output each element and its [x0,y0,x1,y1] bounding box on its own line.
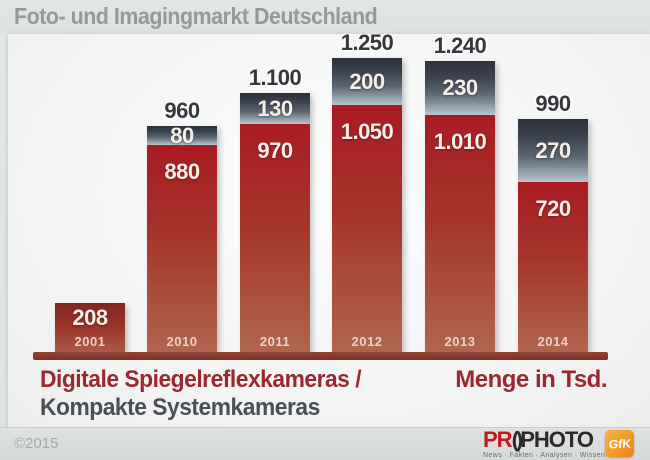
footnote-line1: Digitale Spiegelreflexkameras / [40,366,362,393]
page-title: Foto- und Imagingmarkt Deutschland [14,3,378,29]
gfk-logo: GfK [605,430,634,457]
copyright-text: ©2015 [14,435,59,452]
prophoto-logo: PR()PHOTO News · Fakten · Analysen · Wis… [483,429,606,460]
title-bar: Foto- und Imagingmarkt Deutschland [0,0,650,33]
prophoto-photo: PHOTO [520,427,594,452]
prophoto-pr: PR [483,427,513,452]
footer-bar: ©2015 PR()PHOTO News · Fakten · Analysen… [0,427,650,460]
prophoto-aperture-icon: () [511,427,524,452]
prophoto-wordmark: PR()PHOTO [483,429,595,451]
unit-label: Menge in Tsd. [455,366,607,393]
prophoto-tagline: News · Fakten · Analysen · Wissen [483,452,606,459]
gfk-logo-text: GfK [607,436,632,451]
footnote-line2: Kompakte Systemkameras [40,394,320,421]
